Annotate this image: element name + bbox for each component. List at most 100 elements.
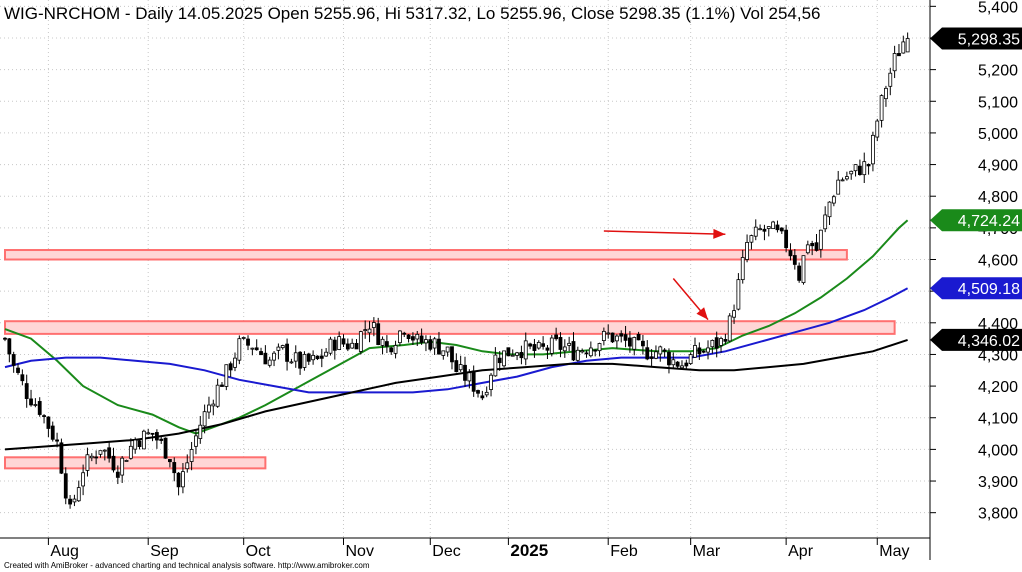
candle: [519, 345, 524, 365]
candle: [11, 351, 16, 373]
arrow-head: [696, 307, 709, 320]
candle: [588, 341, 593, 358]
value-tag-bg: [930, 27, 1022, 50]
candle: [575, 346, 580, 362]
candle-body: [150, 432, 155, 435]
candle: [788, 243, 793, 261]
candle-body: [519, 351, 524, 359]
candle: [272, 351, 276, 367]
candle-body: [302, 353, 307, 368]
candle-body: [523, 340, 528, 360]
candle: [641, 334, 645, 355]
candle-body: [107, 447, 112, 459]
value-tag: 4,346.02: [930, 328, 1022, 351]
candle-body: [445, 346, 450, 353]
candle-body: [293, 352, 298, 362]
candle: [471, 365, 476, 397]
candle: [645, 340, 650, 361]
candle-body: [858, 165, 862, 176]
candle-body: [228, 363, 233, 371]
ma-line-sma-long: [4, 338, 908, 451]
value-tag-bg: [930, 209, 1022, 232]
candle-body: [749, 235, 754, 243]
candle: [37, 397, 42, 417]
candle: [324, 348, 329, 357]
candle: [719, 336, 723, 353]
candle-body: [545, 347, 550, 351]
candle: [358, 330, 363, 355]
candle-body: [389, 347, 394, 353]
candle: [463, 356, 467, 387]
candle: [276, 343, 281, 360]
candle-body: [727, 315, 732, 342]
x-axis: Aug Sep Oct Nov Dec 2025 Feb Mar Apr May: [47, 538, 909, 560]
candle-body: [50, 425, 55, 440]
candle-body: [437, 338, 441, 355]
candle: [614, 334, 619, 349]
y-tick-label: 5,400: [978, 0, 1018, 16]
candle: [684, 359, 689, 370]
candle-body: [285, 343, 289, 362]
candle-body: [654, 351, 658, 359]
candle-body: [871, 134, 875, 165]
candle: [506, 347, 511, 357]
candle-body: [415, 333, 420, 340]
candle-body: [732, 310, 736, 318]
candle-body: [211, 403, 216, 407]
candle: [220, 382, 224, 387]
x-tick-label: Sep: [150, 543, 179, 560]
candle-body: [137, 440, 142, 447]
candle: [141, 429, 146, 450]
candle-body: [549, 337, 554, 354]
candle: [237, 335, 242, 365]
candle-body: [601, 330, 606, 342]
candle-body: [289, 361, 294, 364]
candle: [85, 447, 90, 477]
candle: [892, 45, 897, 79]
candle-body: [89, 455, 94, 459]
candle: [150, 432, 155, 442]
candle-body: [723, 339, 728, 342]
y-tick-label: 4,000: [978, 442, 1018, 459]
ma-line-sma-short: [4, 219, 909, 435]
candle-body: [875, 120, 880, 138]
candle: [285, 338, 289, 371]
candle: [419, 328, 424, 345]
candle: [280, 344, 285, 350]
candle: [840, 177, 845, 182]
candle-body: [562, 346, 567, 352]
candle-body: [246, 338, 250, 346]
candle-body: [688, 354, 693, 364]
candle-body: [350, 342, 355, 349]
candle-body: [398, 330, 402, 344]
candle: [628, 331, 632, 353]
candle: [254, 339, 259, 351]
candle: [181, 463, 185, 494]
candle: [801, 255, 806, 285]
candle: [888, 67, 893, 96]
candle: [259, 347, 263, 356]
candle-body: [671, 359, 676, 366]
candle-body: [575, 349, 580, 361]
candle: [805, 240, 810, 255]
candle-body: [593, 349, 598, 352]
y-tick-label: 4,900: [978, 158, 1018, 175]
candle-body: [233, 357, 237, 368]
candle-body: [645, 347, 650, 360]
candle-body: [76, 487, 81, 502]
candle-body: [59, 442, 64, 474]
candle: [319, 348, 324, 368]
candle: [706, 340, 710, 360]
candle-body: [510, 354, 515, 357]
candle-body: [905, 38, 910, 53]
value-tag-label: 4,724.24: [958, 213, 1020, 230]
candle: [98, 450, 103, 458]
candle: [172, 457, 177, 482]
x-tick-label: Apr: [788, 543, 814, 560]
candle-body: [341, 338, 346, 345]
candle-body: [319, 355, 324, 359]
candle: [680, 360, 684, 369]
y-tick-label: 3,800: [978, 506, 1018, 523]
candle: [502, 350, 506, 368]
